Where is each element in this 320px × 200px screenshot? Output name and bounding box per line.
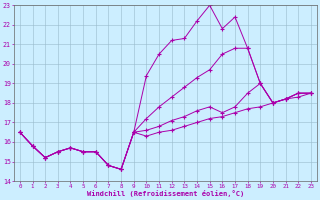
X-axis label: Windchill (Refroidissement éolien,°C): Windchill (Refroidissement éolien,°C) xyxy=(87,190,244,197)
